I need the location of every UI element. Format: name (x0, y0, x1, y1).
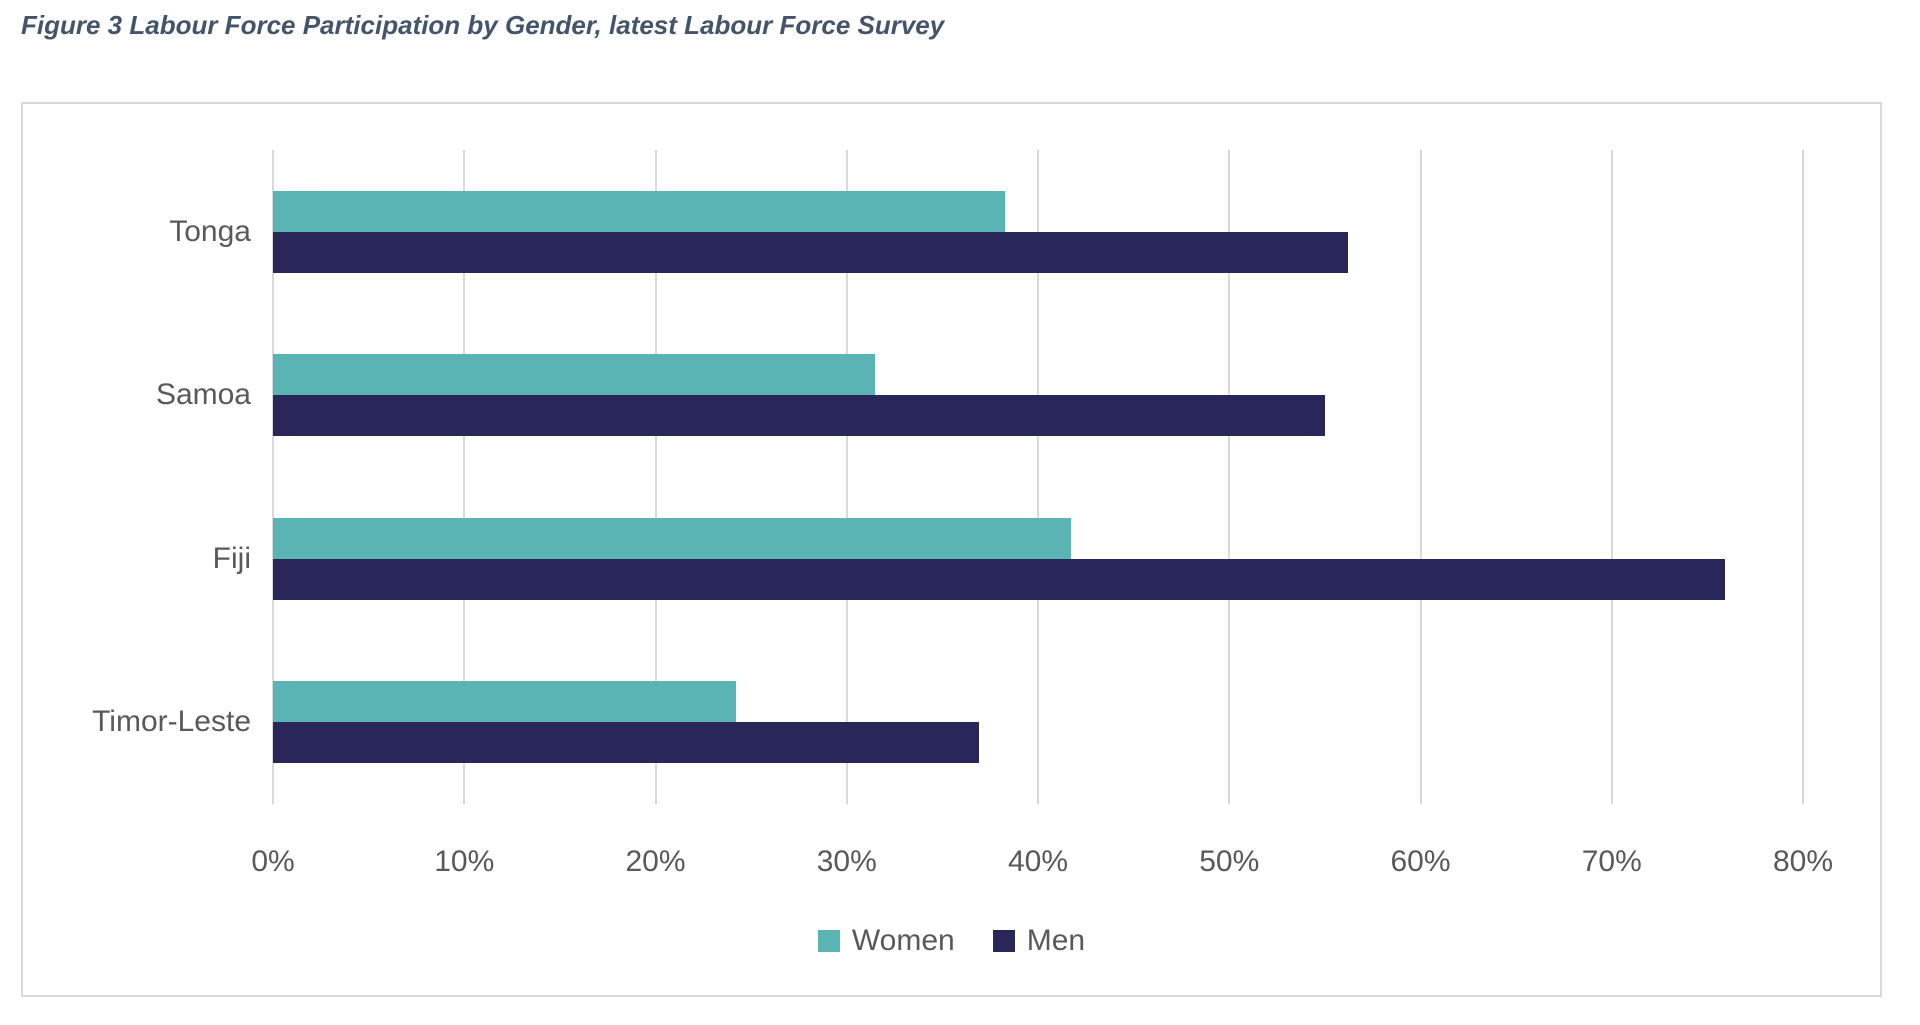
legend-item-women: Women (817, 924, 955, 958)
gridline-60% (1419, 150, 1422, 804)
gridline-80% (1802, 150, 1804, 804)
men-bar-fiji (273, 558, 1725, 600)
category-label-fiji: Fiji (212, 541, 251, 575)
value-axis: 0% 10% 20% 30% 40% 50% 60% 70% 80% (251, 845, 1833, 885)
x-tick-label-40%: 40% (1007, 845, 1069, 878)
gridline-10% (463, 150, 466, 804)
gridline-50% (1228, 150, 1231, 804)
figure-title: Figure 3 Labour Force Participation by G… (21, 10, 945, 40)
men-bar-timor-leste (273, 722, 979, 764)
gridline-40% (1037, 150, 1039, 804)
plot-area (272, 150, 1804, 805)
women-bar-timor-leste (273, 681, 736, 723)
women-swatch-icon (817, 930, 840, 952)
gridline-0% (272, 150, 274, 804)
x-tick-label-70%: 70% (1581, 845, 1642, 878)
x-tick-label-30%: 30% (816, 845, 877, 878)
category-axis: Tonga Samoa Fiji Timor-Leste (23, 150, 251, 804)
men-bar-samoa (273, 395, 1325, 437)
men-swatch-icon (992, 930, 1015, 952)
x-tick-label-20%: 20% (625, 845, 686, 878)
gridline-30% (845, 150, 848, 804)
x-tick-label-50%: 50% (1199, 845, 1260, 878)
bar-row-fiji (273, 477, 1803, 641)
men-bar-tonga (273, 231, 1348, 273)
women-bar-samoa (273, 354, 876, 396)
category-label-samoa: Samoa (155, 378, 251, 412)
gridline-20% (654, 150, 657, 804)
bar-row-tonga (273, 150, 1803, 314)
x-tick-label-60%: 60% (1390, 845, 1451, 878)
x-tick-label-10%: 10% (434, 845, 495, 878)
category-label-timor-leste: Timor-Leste (92, 705, 251, 739)
gridline-70% (1610, 150, 1613, 804)
x-tick-label-80%: 80% (1772, 845, 1834, 878)
x-tick-label-0%: 0% (251, 845, 295, 878)
category-label-tonga: Tonga (169, 214, 251, 248)
chart-frame: Tonga Samoa Fiji Timor-Leste 0% 10% 20% 30% 40%… (21, 102, 1882, 997)
bar-row-timor-leste (273, 641, 1803, 805)
legend: Women Men (23, 924, 1880, 958)
legend-label-men: Men (1026, 924, 1086, 957)
women-bar-fiji (273, 517, 1071, 559)
women-bar-tonga (273, 190, 1006, 232)
legend-item-men: Men (992, 924, 1086, 958)
bar-row-samoa (273, 314, 1803, 478)
legend-label-women: Women (851, 924, 955, 957)
